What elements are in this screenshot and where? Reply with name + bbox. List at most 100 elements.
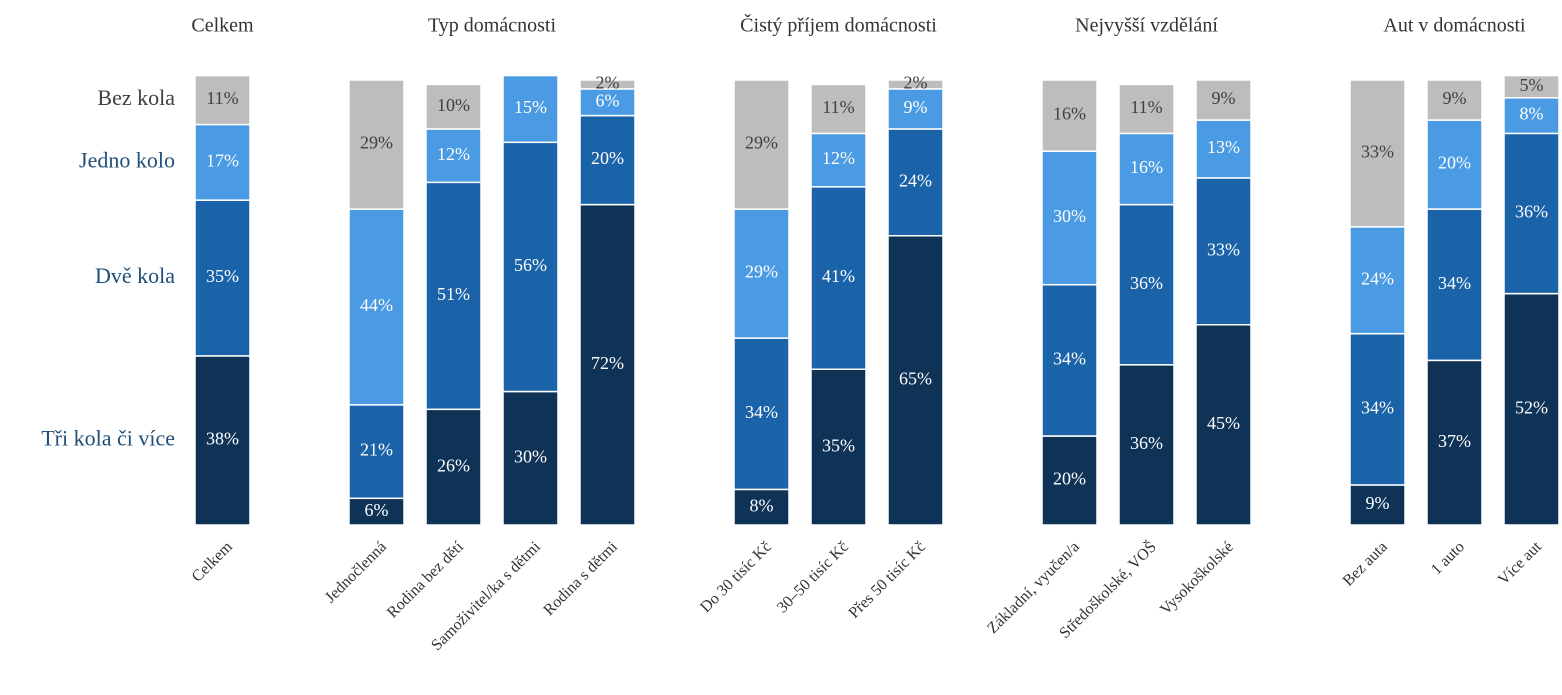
value-label: 37% [1438, 431, 1471, 451]
value-label: 34% [1438, 273, 1471, 293]
bar-segment [579, 114, 636, 206]
bar-segment [1426, 79, 1483, 121]
bar-segment [1118, 83, 1175, 135]
value-label: 6% [596, 90, 620, 110]
value-label: 2% [596, 73, 620, 93]
bar-segment [1426, 359, 1483, 526]
bar-segment [425, 181, 482, 411]
x-tick-label: Jednočlenná [322, 538, 390, 606]
value-label: 15% [514, 97, 547, 117]
bar-segment [1195, 324, 1252, 526]
value-label: 20% [1053, 469, 1086, 489]
bar-segment [733, 488, 790, 526]
value-label: 29% [360, 133, 393, 153]
bar-segment [887, 235, 944, 526]
bar-segment [502, 390, 559, 526]
bar-segment [425, 128, 482, 184]
value-label: 34% [1361, 397, 1394, 417]
x-tick-label: Vysokoškolské [1157, 538, 1237, 618]
bar-segment [887, 88, 944, 130]
x-tick-label: Rodina s dětmi [540, 538, 621, 619]
x-tick-label: 30–50 tisíc Kč [774, 538, 852, 616]
bar-segment [502, 74, 559, 144]
bar-segment [1041, 435, 1098, 526]
value-label: 13% [1207, 137, 1240, 157]
bar-segment [887, 128, 944, 237]
value-label: 11% [206, 88, 238, 108]
value-label: 20% [591, 148, 624, 168]
value-label: 38% [206, 429, 239, 449]
value-label: 36% [1515, 202, 1548, 222]
value-label: 34% [1053, 348, 1086, 368]
bar-segment [425, 83, 482, 130]
value-label: 10% [437, 95, 470, 115]
value-label: 30% [514, 446, 547, 466]
bar-segment [1041, 283, 1098, 437]
x-tick-label: Přes 50 tisíc Kč [846, 538, 929, 621]
bar-segment [810, 368, 867, 526]
value-label: 5% [1520, 75, 1544, 95]
group-title: Aut v domácnosti [1383, 15, 1526, 37]
bar-segment [194, 74, 251, 126]
value-label: 12% [437, 144, 470, 164]
value-label: 45% [1207, 413, 1240, 433]
value-label: 16% [1053, 104, 1086, 124]
legend-label: Dvě kola [95, 263, 175, 288]
x-tick-label: Více aut [1495, 538, 1545, 588]
bar-segment [1195, 177, 1252, 326]
value-label: 72% [591, 353, 624, 373]
bar-segment [1349, 484, 1406, 526]
legend-label: Jedno kolo [79, 147, 175, 172]
bar-segment [1349, 79, 1406, 228]
x-tick-label: Bez auta [1340, 538, 1391, 589]
bar-segment [1503, 97, 1560, 135]
value-label: 33% [1207, 239, 1240, 259]
bar-segment [1503, 132, 1560, 295]
bar-segment [1349, 332, 1406, 486]
group-title: Celkem [191, 15, 254, 37]
value-label: 44% [360, 295, 393, 315]
bar-segment [1426, 119, 1483, 210]
bar-segment [810, 132, 867, 188]
bar-segment [887, 79, 944, 90]
bar-segment [1041, 150, 1098, 286]
x-tick-label: Rodina bez dětí [384, 538, 467, 621]
legend-label: Tři kola či více [41, 425, 175, 450]
bar-segment [733, 337, 790, 491]
value-label: 8% [750, 495, 774, 515]
bar-segment [425, 408, 482, 526]
bar-segment [579, 88, 636, 117]
value-label: 24% [1361, 268, 1394, 288]
x-tick-label: 1 auto [1428, 538, 1468, 578]
value-label: 9% [1212, 88, 1236, 108]
value-label: 9% [1366, 493, 1390, 513]
value-label: 16% [1130, 157, 1163, 177]
bar-segment [348, 404, 405, 500]
value-label: 52% [1515, 397, 1548, 417]
value-label: 17% [206, 150, 239, 170]
value-label: 24% [899, 170, 932, 190]
group-title: Čistý příjem domácnosti [740, 13, 937, 37]
value-label: 29% [745, 262, 778, 282]
value-label: 12% [822, 148, 855, 168]
bar-segment [348, 79, 405, 210]
bar-segment [810, 186, 867, 370]
bar-segment [194, 199, 251, 357]
bar-segment [194, 355, 251, 526]
bar-segment [348, 208, 405, 406]
value-label: 21% [360, 440, 393, 460]
value-label: 36% [1130, 273, 1163, 293]
bar-segment [1426, 208, 1483, 362]
value-label: 36% [1130, 433, 1163, 453]
value-label: 56% [514, 255, 547, 275]
group-title: Nejvyšší vzdělání [1075, 15, 1218, 37]
value-label: 11% [822, 97, 854, 117]
value-label: 26% [437, 455, 470, 475]
value-label: 9% [1443, 88, 1467, 108]
x-tick-label: Celkem [189, 538, 237, 586]
legend-label: Bez kola [97, 85, 175, 110]
bar-segment [733, 208, 790, 339]
value-label: 8% [1520, 104, 1544, 124]
